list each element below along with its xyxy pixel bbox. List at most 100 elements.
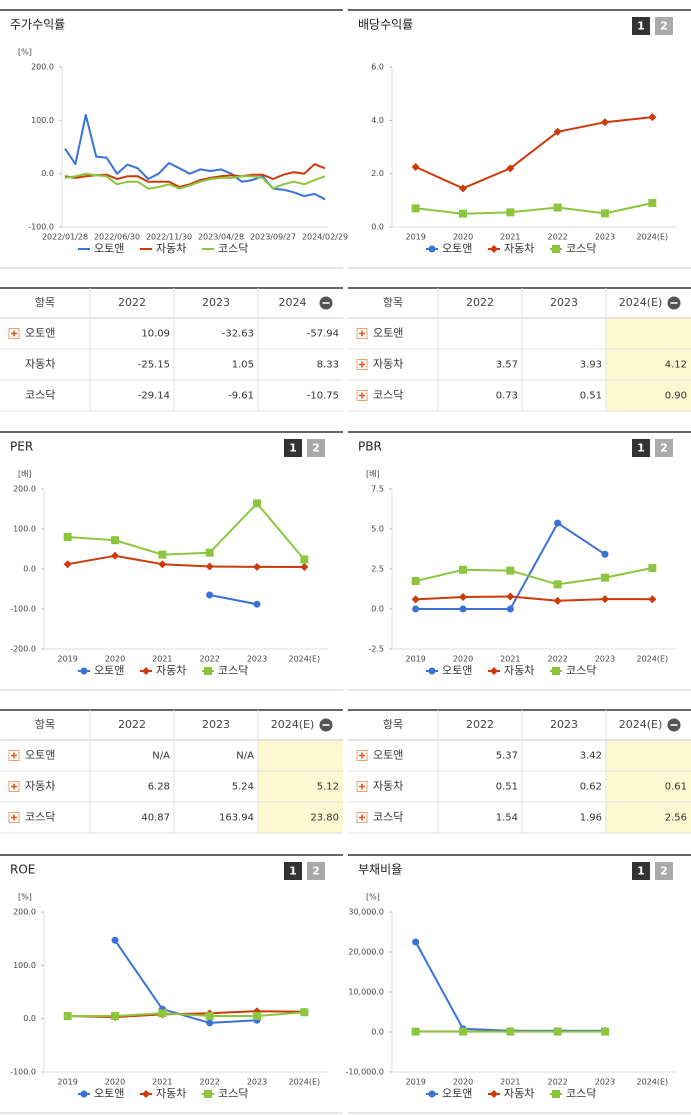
column-header: 2024(E) — [619, 296, 663, 309]
legend-marker — [142, 1090, 150, 1098]
page-button-label[interactable]: 1 — [637, 20, 645, 33]
data-point — [411, 204, 420, 213]
data-point — [111, 551, 119, 560]
expand-icon-plus — [11, 752, 17, 759]
cell-value: 1.54 — [496, 813, 518, 824]
unit-label: [%] — [18, 48, 32, 57]
data-point — [158, 1009, 167, 1018]
cell-value: 0.61 — [665, 782, 687, 793]
page-button-label[interactable]: 1 — [637, 865, 645, 878]
x-tick-label: 2022/01/28 — [42, 233, 88, 242]
column-header: 2022 — [466, 718, 494, 731]
y-tick-label: 0.0 — [23, 1014, 36, 1023]
data-point — [459, 209, 467, 218]
page-button[interactable] — [632, 17, 650, 35]
row-name: 코스닥 — [373, 389, 403, 402]
y-tick-label: -2.5 — [368, 645, 384, 654]
page-button[interactable] — [307, 439, 325, 457]
column-header: 항목 — [383, 296, 403, 309]
cell-value: 0.62 — [580, 782, 602, 793]
row-name: 코스닥 — [373, 811, 403, 824]
data-point — [300, 1008, 309, 1017]
cell-value: 3.57 — [496, 360, 518, 371]
page-button-label[interactable]: 2 — [660, 442, 668, 455]
page-button-label[interactable]: 1 — [637, 442, 645, 455]
column-header: 2022 — [466, 296, 494, 309]
page-button-label[interactable]: 1 — [289, 442, 297, 455]
legend-marker — [80, 667, 88, 675]
cell-value: -57.94 — [307, 329, 339, 340]
data-point — [506, 208, 515, 217]
y-tick-label: 7.5 — [371, 485, 384, 494]
legend-label: 코스닥 — [566, 664, 596, 677]
y-tick-label: -100.0 — [10, 605, 36, 614]
legend-marker — [552, 1090, 560, 1098]
legend-label: 자동차 — [504, 1087, 534, 1100]
legend-label: 코스닥 — [566, 242, 596, 255]
data-point — [158, 550, 167, 559]
cell-value: 1.96 — [580, 813, 602, 824]
data-point — [554, 519, 562, 527]
x-tick-label: 2020 — [105, 655, 125, 664]
y-tick-label: 10,000.0 — [348, 988, 384, 997]
page-button-label[interactable]: 1 — [289, 865, 297, 878]
page-button[interactable] — [655, 17, 673, 35]
x-tick-label: 2024(E) — [637, 233, 669, 242]
data-point — [300, 555, 309, 564]
data-point — [601, 595, 609, 604]
expand-icon-plus — [359, 752, 365, 759]
x-tick-label: 2021 — [500, 1078, 520, 1087]
data-point — [506, 592, 515, 601]
cell-value: 8.33 — [317, 360, 339, 371]
data-point — [206, 1019, 214, 1027]
legend-label: 오토앤 — [442, 242, 472, 255]
cell-value: 163.94 — [219, 813, 254, 824]
y-tick-label: -10,000.0 — [345, 1068, 384, 1077]
data-point — [253, 499, 261, 508]
data-point — [459, 184, 467, 193]
y-tick-label: 30,000.0 — [348, 908, 384, 917]
series-line — [415, 595, 653, 602]
page-button[interactable] — [632, 862, 650, 880]
data-point — [411, 163, 420, 171]
expand-icon-plus — [359, 330, 365, 337]
legend-marker — [490, 1090, 498, 1098]
data-point — [459, 605, 467, 613]
page-button[interactable] — [307, 862, 325, 880]
legend-label: 코스닥 — [218, 242, 248, 255]
column-header: 항목 — [35, 296, 55, 309]
page-button-label[interactable]: 2 — [312, 865, 320, 878]
legend-marker — [490, 245, 498, 253]
data-point — [601, 209, 609, 218]
data-point — [205, 1012, 214, 1020]
highlight-column — [606, 318, 691, 411]
page-button[interactable] — [632, 439, 650, 457]
page-button[interactable] — [284, 439, 302, 457]
legend-label: 오토앤 — [94, 664, 124, 677]
x-tick-label: 2022 — [547, 233, 567, 242]
data-point — [253, 600, 261, 608]
x-tick-label: 2021 — [500, 655, 520, 664]
data-point — [459, 565, 467, 574]
legend-marker — [490, 667, 498, 675]
column-header: 항목 — [383, 718, 403, 731]
page-button[interactable] — [284, 862, 302, 880]
data-point — [412, 605, 420, 613]
cell-value: 2.56 — [665, 813, 687, 824]
page-button[interactable] — [655, 862, 673, 880]
highlight-column — [606, 740, 691, 833]
x-tick-label: 2023 — [247, 655, 267, 664]
data-point — [158, 560, 167, 569]
x-tick-label: 2023 — [247, 1078, 267, 1087]
cell-value: 5.24 — [232, 782, 254, 793]
page-button-label[interactable]: 2 — [660, 865, 668, 878]
cell-value: 23.80 — [310, 813, 339, 824]
cell-value: -25.15 — [138, 360, 170, 371]
cell-value: 5.12 — [317, 782, 339, 793]
page-button[interactable] — [655, 439, 673, 457]
page-button-label[interactable]: 2 — [312, 442, 320, 455]
cell-value: 3.93 — [580, 360, 602, 371]
page-button-label[interactable]: 2 — [660, 20, 668, 33]
y-tick-label: 100.0 — [31, 116, 54, 125]
